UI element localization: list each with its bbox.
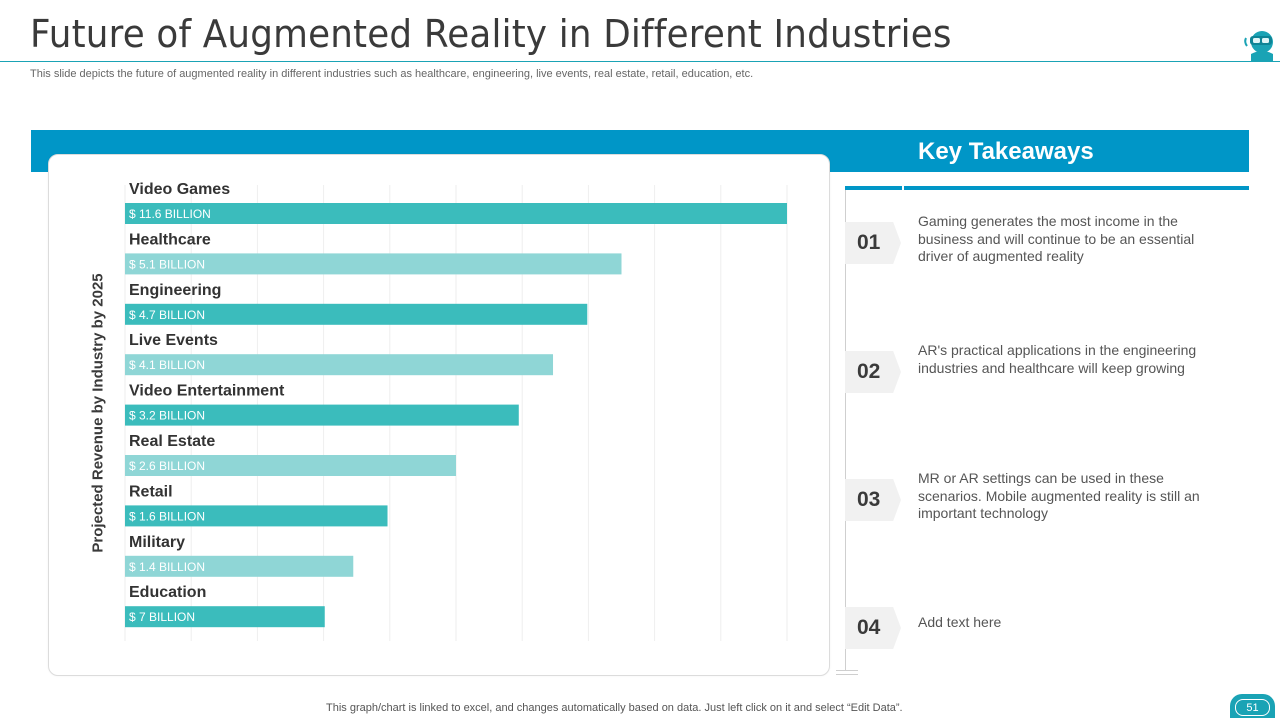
category-label: Education	[129, 584, 206, 601]
bar-data-label: $ 1.4 BILLION	[129, 560, 205, 574]
takeaway-text: AR's practical applications in the engin…	[918, 342, 1197, 376]
takeaway-text: MR or AR settings can be used in these s…	[918, 470, 1200, 521]
bar	[125, 404, 519, 426]
key-takeaways-title: Key Takeaways	[918, 138, 1094, 165]
bar	[125, 203, 787, 224]
chart-y-axis-label: Projected Revenue by Industry by 2025	[89, 273, 107, 553]
takeaway-number-badge: 01	[845, 222, 901, 264]
bar	[125, 606, 325, 628]
timeline-end-tick	[836, 670, 858, 671]
category-label: Live Events	[129, 332, 218, 349]
category-label: Video Entertainment	[129, 383, 285, 400]
bar	[125, 555, 354, 577]
bar-data-label: $ 3.2 BILLION	[129, 409, 205, 423]
takeaways-rule-gap	[902, 186, 904, 190]
category-label: Healthcare	[129, 231, 211, 248]
bar	[125, 455, 456, 476]
chart-card[interactable]: Video Games $ 11.6 BILLION Healthcare $ 5.1…	[48, 154, 830, 676]
slide-subtitle: This slide depicts the future of augment…	[30, 68, 754, 80]
bar-data-label: $ 7 BILLION	[129, 610, 195, 624]
takeaway-text: Gaming generates the most income in the …	[918, 213, 1195, 264]
page-number: 51	[1235, 699, 1270, 716]
bar-data-label: $ 4.1 BILLION	[129, 358, 205, 372]
takeaway-text: Add text here	[918, 614, 1002, 630]
bar-data-label: $ 2.6 BILLION	[129, 459, 205, 473]
bar-chart[interactable]: Video Games $ 11.6 BILLION Healthcare $ 5.1…	[49, 155, 829, 675]
bar-data-label: $ 4.7 BILLION	[129, 308, 205, 322]
bar	[125, 354, 554, 376]
category-label: Retail	[129, 483, 173, 500]
title-underline	[0, 61, 1280, 62]
category-label: Video Games	[129, 181, 230, 198]
vr-headset-person-icon	[1244, 31, 1273, 62]
bar	[125, 303, 588, 325]
bar-data-label: $ 5.1 BILLION	[129, 257, 205, 271]
bar-data-label: $ 11.6 BILLION	[129, 207, 211, 221]
timeline-end-tick-2	[836, 674, 858, 675]
category-label: Real Estate	[129, 433, 215, 450]
takeaway-number-badge: 02	[845, 351, 901, 393]
takeaways-top-rule	[845, 186, 1249, 190]
bar	[125, 505, 388, 527]
slide-title: Future of Augmented Reality in Different…	[30, 12, 952, 56]
takeaway-number-badge: 04	[845, 607, 901, 649]
takeaway-number-badge: 03	[845, 479, 901, 521]
bar-data-label: $ 1.6 BILLION	[129, 509, 205, 523]
category-label: Military	[129, 534, 185, 551]
takeaways-timeline	[845, 190, 846, 670]
bar	[125, 253, 622, 275]
footer-note: This graph/chart is linked to excel, and…	[326, 702, 903, 714]
category-label: Engineering	[129, 282, 221, 299]
